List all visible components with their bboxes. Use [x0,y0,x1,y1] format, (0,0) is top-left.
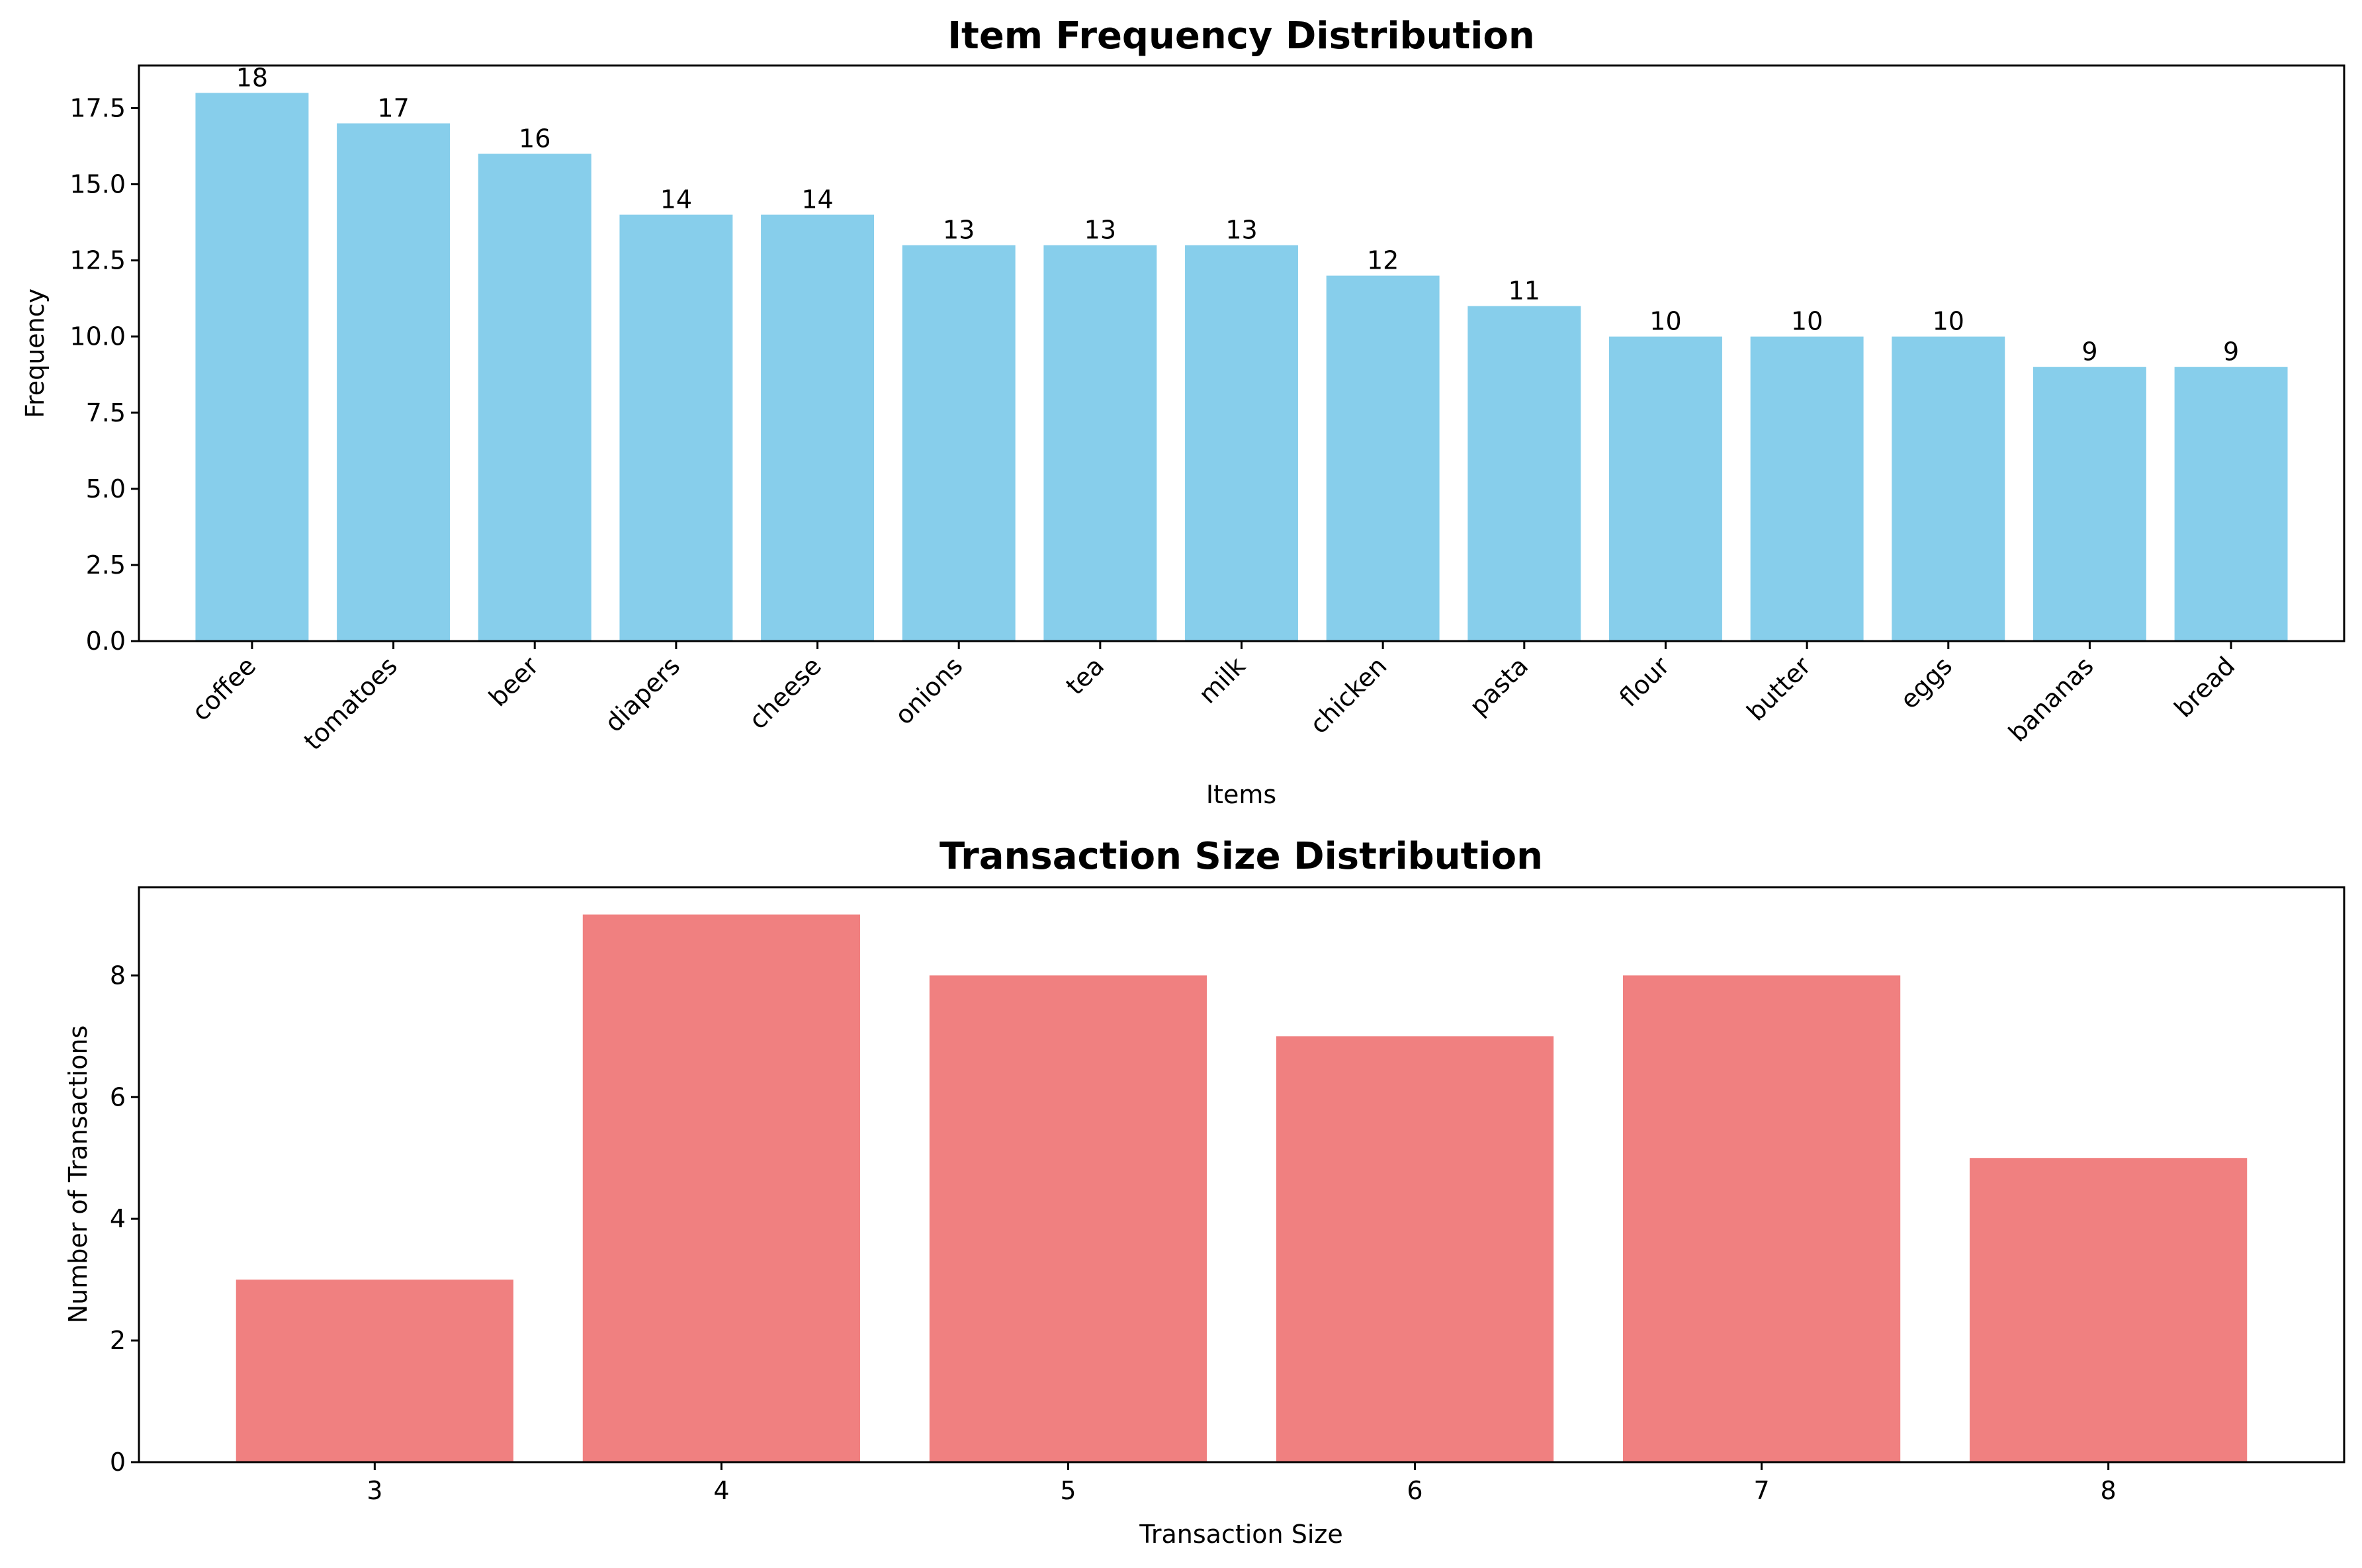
data-label-butter: 10 [1791,307,1823,336]
y-tick-label: 17.5 [69,93,126,122]
bar-tea [1043,245,1157,642]
bar-size-8 [1970,1158,2248,1462]
x-tick-label-6: 6 [1407,1476,1422,1505]
y-tick-label: 4 [110,1204,126,1233]
transaction-size-chart: Transaction Size Distribution 0 2 4 6 8 3 4 5 6… [64,835,2345,1549]
bar-butter [1750,336,1864,641]
data-label-bananas: 9 [2081,337,2097,367]
y-tick-label: 2.5 [86,550,126,580]
bar-bananas [2033,367,2146,641]
data-label-tomatoes: 17 [377,93,409,122]
item-frequency-y-axis-label: Frequency [21,288,50,418]
x-tick-label-5: 5 [1060,1476,1076,1505]
data-label-milk: 13 [1225,216,1257,245]
chart-title-item-frequency: Item Frequency Distribution [947,15,1535,58]
data-label-beer: 16 [519,124,550,153]
chart-title-transaction-size: Transaction Size Distribution [940,835,1543,878]
bar-milk [1185,245,1298,642]
bar-diapers [619,214,733,641]
data-label-onions: 13 [943,216,975,245]
data-label-bread: 9 [2223,337,2239,367]
y-tick-label: 10.0 [69,322,126,351]
bar-size-7 [1622,975,1901,1462]
bar-size-4 [582,914,861,1462]
item-frequency-chart: Item Frequency Distribution 18 17 16 14 14 13… [21,15,2345,809]
y-tick-label: 0.0 [86,627,126,656]
x-tick-label-3: 3 [367,1476,382,1505]
bar-size-6 [1276,1036,1554,1462]
transaction-size-x-axis-label: Transaction Size [1139,1520,1342,1549]
item-frequency-plot-frame [138,64,2345,642]
x-tick-label-8: 8 [2101,1476,2117,1505]
bar-onions [902,245,1016,642]
y-tick-label: 5.0 [86,474,126,503]
y-tick-label: 15.0 [69,170,126,199]
y-tick-label: 7.5 [86,398,126,427]
y-tick-label: 12.5 [69,246,126,275]
y-tick-label: 0 [110,1448,126,1477]
x-tick-label-4: 4 [713,1476,729,1505]
bar-bread [2174,367,2288,641]
data-label-pasta: 11 [1509,277,1540,306]
data-label-chicken: 12 [1367,246,1399,275]
transaction-size-x-ticks: 3 4 5 6 7 8 [367,1462,2117,1505]
data-label-eggs: 10 [1933,307,1964,336]
item-frequency-bars [195,93,2288,642]
transaction-size-y-ticks: 0 2 4 6 8 [110,961,139,1477]
bar-flour [1609,336,1722,641]
item-frequency-y-ticks: 0.0 2.5 5.0 7.5 10.0 12.5 15.0 17.5 [69,93,139,656]
data-label-flour: 10 [1649,307,1681,336]
bar-size-5 [929,975,1207,1462]
transaction-size-bars [236,914,2248,1462]
bar-coffee [195,93,309,641]
item-frequency-x-axis-label: Items [1206,780,1276,809]
y-tick-label: 8 [110,961,126,990]
data-label-tea: 13 [1084,216,1116,245]
transaction-size-y-axis-label: Number of Transactions [64,1025,93,1324]
y-tick-label: 2 [110,1326,126,1355]
bar-cheese [761,214,874,641]
transaction-size-plot-frame [138,886,2345,1463]
bar-size-3 [236,1280,513,1462]
data-label-diapers: 14 [660,185,692,214]
bar-tomatoes [337,123,451,641]
x-tick-label-7: 7 [1753,1476,1769,1505]
data-label-coffee: 18 [236,63,268,92]
bar-chicken [1326,275,1440,642]
bar-beer [478,153,591,641]
item-frequency-data-labels: 18 17 16 14 14 13 13 13 12 11 10 10 10 9 9 [236,63,2239,366]
bar-eggs [1892,336,2005,641]
y-tick-label: 6 [110,1082,126,1111]
bar-pasta [1467,306,1581,641]
data-label-cheese: 14 [801,185,833,214]
